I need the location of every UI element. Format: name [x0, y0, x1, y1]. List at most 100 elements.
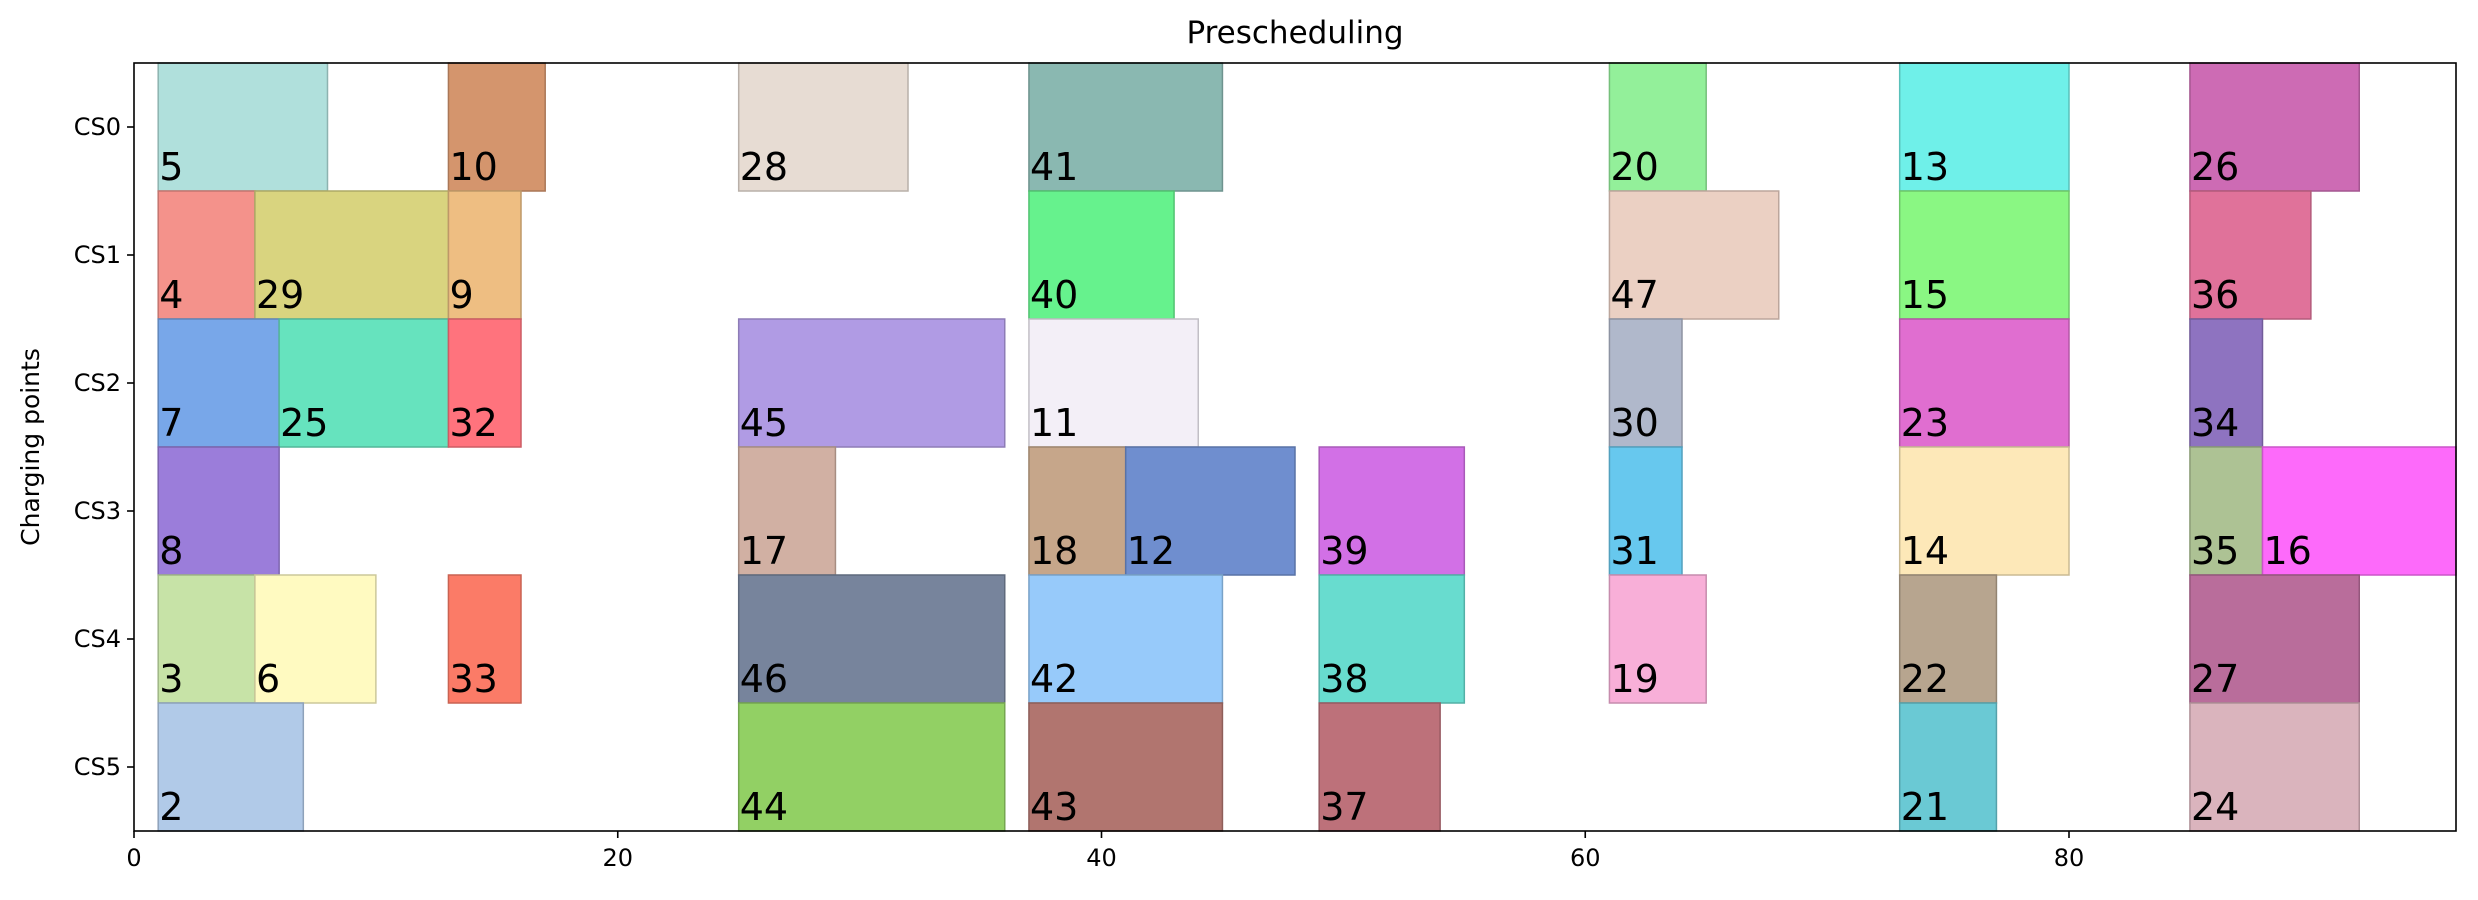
task-label-32: 32	[449, 401, 497, 445]
x-tick-label-0: 0	[126, 844, 141, 872]
task-label-12: 12	[1127, 529, 1175, 573]
task-label-22: 22	[1901, 657, 1949, 701]
task-bar-42	[1028, 574, 1224, 704]
task-label-39: 39	[1320, 529, 1368, 573]
task-label-46: 46	[740, 657, 788, 701]
task-bar-28	[737, 62, 909, 192]
task-label-4: 4	[159, 273, 183, 317]
task-label-5: 5	[159, 145, 183, 189]
task-label-31: 31	[1610, 529, 1658, 573]
task-label-28: 28	[740, 145, 788, 189]
task-label-2: 2	[159, 785, 183, 829]
y-tick-label-CS4: CS4	[74, 625, 121, 653]
task-label-19: 19	[1610, 657, 1658, 701]
task-label-34: 34	[2191, 401, 2239, 445]
task-label-29: 29	[256, 273, 304, 317]
y-tick-label-CS2: CS2	[74, 369, 121, 397]
task-label-11: 11	[1030, 401, 1078, 445]
task-bar-8	[157, 446, 280, 576]
task-bar-12	[1124, 446, 1296, 576]
task-bar-19	[1608, 574, 1707, 704]
task-bar-33	[447, 574, 522, 704]
x-axis: 0 20 40 60 80	[126, 831, 2084, 872]
task-label-16: 16	[2264, 529, 2312, 573]
task-label-45: 45	[740, 401, 788, 445]
task-labels: 5 10 28 41 20 13 264 29 9 40 47 15 367 25 32 45 11 30 23 34…	[159, 145, 2312, 829]
y-tick-label-CS5: CS5	[74, 753, 121, 781]
task-bar-37	[1318, 702, 1441, 832]
chart-title: Prescheduling	[1186, 15, 1403, 51]
task-bar-20	[1608, 62, 1707, 192]
task-bar-40	[1028, 190, 1175, 320]
task-bar-27	[2189, 574, 2360, 704]
task-label-35: 35	[2191, 529, 2239, 573]
task-bar-21	[1898, 702, 1998, 832]
task-label-3: 3	[159, 657, 183, 701]
task-label-44: 44	[740, 785, 788, 829]
task-bar-17	[737, 446, 837, 576]
y-tick-label-CS1: CS1	[74, 241, 121, 269]
task-bar-14	[1898, 446, 2070, 576]
y-axis-label: Charging points	[16, 348, 45, 546]
task-bar-23	[1898, 318, 2070, 448]
task-bar-24	[2189, 702, 2360, 832]
task-bar-30	[1608, 318, 1683, 448]
task-label-18: 18	[1030, 529, 1078, 573]
plot-frame	[133, 62, 2457, 832]
task-label-6: 6	[256, 657, 280, 701]
task-bar-6	[254, 574, 377, 704]
task-label-27: 27	[2191, 657, 2239, 701]
task-bar-22	[1898, 574, 1998, 704]
task-bar-35	[2189, 446, 2264, 576]
task-bar-10	[447, 62, 546, 192]
task-label-38: 38	[1320, 657, 1368, 701]
task-label-14: 14	[1901, 529, 1949, 573]
task-label-26: 26	[2191, 145, 2239, 189]
task-bar-29	[254, 190, 450, 320]
task-bar-36	[2189, 190, 2312, 320]
task-label-41: 41	[1030, 145, 1078, 189]
task-bar-38	[1318, 574, 1466, 704]
task-bar-13	[1898, 62, 2070, 192]
task-bar-2	[157, 702, 305, 832]
task-label-21: 21	[1901, 785, 1949, 829]
x-tick-label-20: 20	[602, 844, 633, 872]
task-label-13: 13	[1901, 145, 1949, 189]
task-label-24: 24	[2191, 785, 2239, 829]
task-label-17: 17	[740, 529, 788, 573]
task-label-8: 8	[159, 529, 183, 573]
task-bar-47	[1608, 190, 1780, 320]
x-tick-label-80: 80	[2054, 844, 2085, 872]
task-label-15: 15	[1901, 273, 1949, 317]
task-label-25: 25	[280, 401, 328, 445]
task-label-40: 40	[1030, 273, 1078, 317]
x-tick-label-60: 60	[1570, 844, 1601, 872]
task-label-30: 30	[1610, 401, 1658, 445]
task-label-36: 36	[2191, 273, 2239, 317]
task-bar-11	[1028, 318, 1199, 448]
task-label-9: 9	[449, 273, 473, 317]
task-bar-7	[157, 318, 280, 448]
task-bar-34	[2189, 318, 2264, 448]
task-label-7: 7	[159, 401, 183, 445]
task-bar-39	[1318, 446, 1466, 576]
task-bar-43	[1028, 702, 1224, 832]
task-label-42: 42	[1030, 657, 1078, 701]
task-bar-25	[278, 318, 450, 448]
task-bar-45	[737, 318, 1006, 448]
y-tick-label-CS0: CS0	[74, 113, 121, 141]
task-label-10: 10	[449, 145, 497, 189]
task-bars	[157, 62, 2457, 832]
task-label-33: 33	[449, 657, 497, 701]
x-tick-label-40: 40	[1086, 844, 1117, 872]
task-label-43: 43	[1030, 785, 1078, 829]
task-bar-5	[157, 62, 329, 192]
task-label-37: 37	[1320, 785, 1368, 829]
task-bar-15	[1898, 190, 2070, 320]
task-bar-32	[447, 318, 522, 448]
task-bar-26	[2189, 62, 2360, 192]
y-tick-label-CS3: CS3	[74, 497, 121, 525]
task-label-23: 23	[1901, 401, 1949, 445]
task-label-20: 20	[1610, 145, 1658, 189]
